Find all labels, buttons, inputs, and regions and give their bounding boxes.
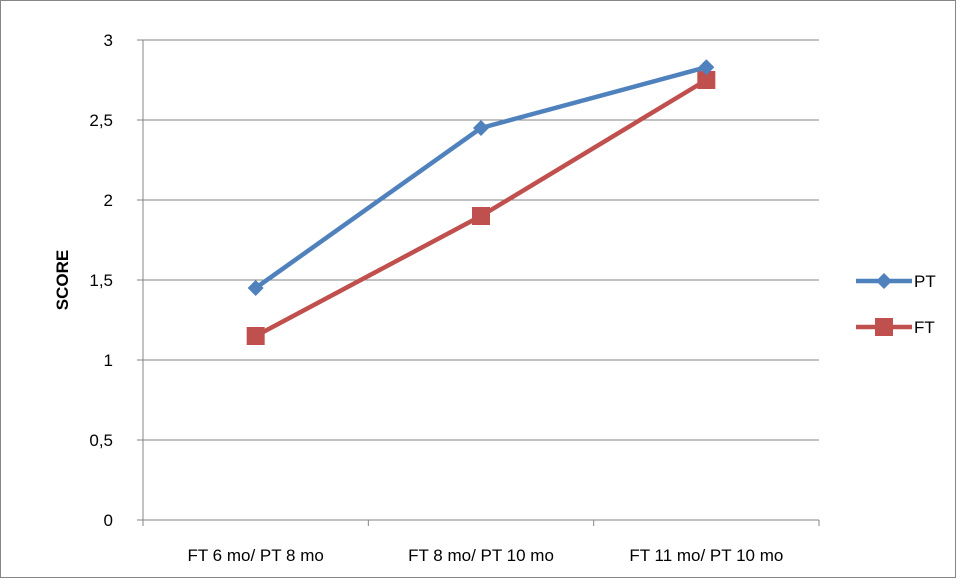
y-tick-label: 3	[104, 31, 113, 50]
legend-label: PT	[914, 272, 936, 291]
y-axis-title: SCORE	[53, 250, 72, 310]
legend-marker	[876, 273, 892, 289]
legend-label: FT	[914, 318, 935, 337]
y-tick-label: 1	[104, 351, 113, 370]
legend-item-pt: PT	[856, 272, 936, 291]
x-tick-label: FT 11 mo/ PT 10 mo	[629, 546, 783, 565]
y-tick-label: 0,5	[89, 431, 113, 450]
gridlines	[143, 40, 819, 440]
y-tick-label: 1,5	[89, 271, 113, 290]
legend-marker	[875, 318, 893, 336]
x-tick-label: FT 8 mo/ PT 10 mo	[408, 546, 554, 565]
y-tick-label: 2	[104, 191, 113, 210]
data-point	[472, 207, 490, 225]
x-tick-label: FT 6 mo/ PT 8 mo	[187, 546, 323, 565]
axes	[137, 40, 819, 526]
series-pt	[248, 59, 715, 296]
y-tick-labels: 0 0,5 1 1,5 2 2,5 3	[89, 31, 113, 530]
y-tick-label: 0	[104, 511, 113, 530]
x-tick-labels: FT 6 mo/ PT 8 mo FT 8 mo/ PT 10 mo FT 11 m…	[187, 546, 783, 565]
y-tick-label: 2,5	[89, 111, 113, 130]
legend: PT FT	[856, 272, 936, 337]
data-point	[247, 327, 265, 345]
series	[247, 59, 716, 345]
series-ft	[247, 71, 716, 345]
series-line	[256, 67, 707, 288]
legend-item-ft: FT	[856, 318, 935, 337]
